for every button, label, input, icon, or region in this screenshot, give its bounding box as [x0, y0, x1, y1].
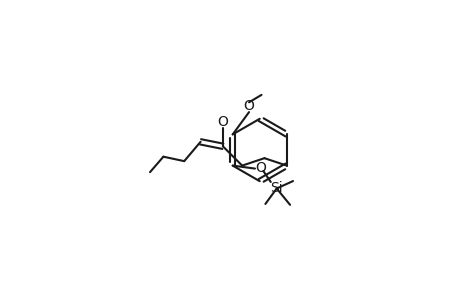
Text: O: O — [254, 161, 265, 175]
Text: Si: Si — [270, 182, 282, 196]
Text: O: O — [217, 115, 228, 129]
Text: O: O — [243, 99, 254, 112]
